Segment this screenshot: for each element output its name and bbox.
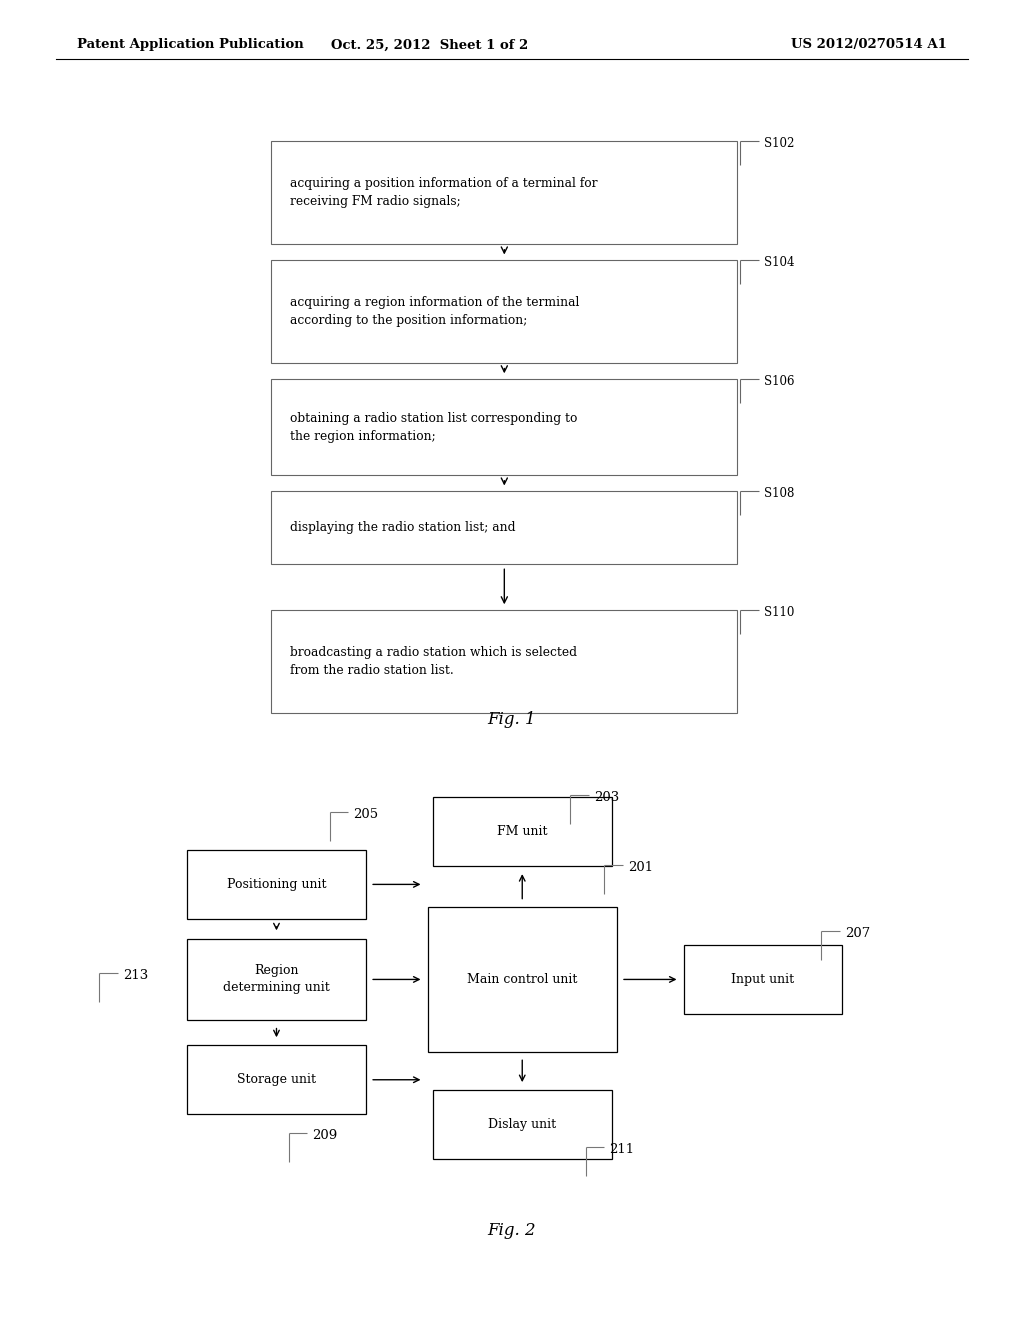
Text: S104: S104	[764, 256, 795, 269]
Text: Oct. 25, 2012  Sheet 1 of 2: Oct. 25, 2012 Sheet 1 of 2	[332, 38, 528, 51]
FancyBboxPatch shape	[432, 797, 611, 866]
Text: displaying the radio station list; and: displaying the radio station list; and	[290, 521, 515, 533]
Text: 207: 207	[845, 927, 870, 940]
Text: 203: 203	[594, 791, 620, 804]
FancyBboxPatch shape	[271, 610, 737, 713]
Text: 209: 209	[312, 1129, 338, 1142]
FancyBboxPatch shape	[271, 491, 737, 564]
FancyBboxPatch shape	[432, 1090, 611, 1159]
FancyBboxPatch shape	[271, 141, 737, 244]
Text: acquiring a position information of a terminal for
receiving FM radio signals;: acquiring a position information of a te…	[290, 177, 597, 209]
Text: Patent Application Publication: Patent Application Publication	[77, 38, 303, 51]
FancyBboxPatch shape	[428, 907, 616, 1052]
FancyBboxPatch shape	[684, 945, 842, 1014]
Text: US 2012/0270514 A1: US 2012/0270514 A1	[792, 38, 947, 51]
FancyBboxPatch shape	[271, 379, 737, 475]
Text: 211: 211	[609, 1143, 635, 1156]
Text: broadcasting a radio station which is selected
from the radio station list.: broadcasting a radio station which is se…	[290, 645, 577, 677]
Text: FM unit: FM unit	[497, 825, 548, 838]
Text: 205: 205	[353, 808, 379, 821]
Text: Region
determining unit: Region determining unit	[223, 965, 330, 994]
FancyBboxPatch shape	[271, 260, 737, 363]
Text: Main control unit: Main control unit	[467, 973, 578, 986]
Text: S102: S102	[764, 137, 795, 150]
Text: Storage unit: Storage unit	[237, 1073, 316, 1086]
FancyBboxPatch shape	[187, 850, 367, 919]
FancyBboxPatch shape	[187, 939, 367, 1020]
Text: Dislay unit: Dislay unit	[488, 1118, 556, 1131]
Text: Fig. 1: Fig. 1	[487, 711, 537, 727]
Text: Positioning unit: Positioning unit	[226, 878, 327, 891]
Text: Fig. 2: Fig. 2	[487, 1222, 537, 1238]
Text: S110: S110	[764, 606, 795, 619]
Text: S108: S108	[764, 487, 795, 500]
Text: 201: 201	[628, 861, 653, 874]
FancyBboxPatch shape	[187, 1045, 367, 1114]
Text: 213: 213	[123, 969, 148, 982]
Text: obtaining a radio station list corresponding to
the region information;: obtaining a radio station list correspon…	[290, 412, 578, 442]
Text: S106: S106	[764, 375, 795, 388]
Text: acquiring a region information of the terminal
according to the position informa: acquiring a region information of the te…	[290, 296, 580, 327]
Text: Input unit: Input unit	[731, 973, 795, 986]
